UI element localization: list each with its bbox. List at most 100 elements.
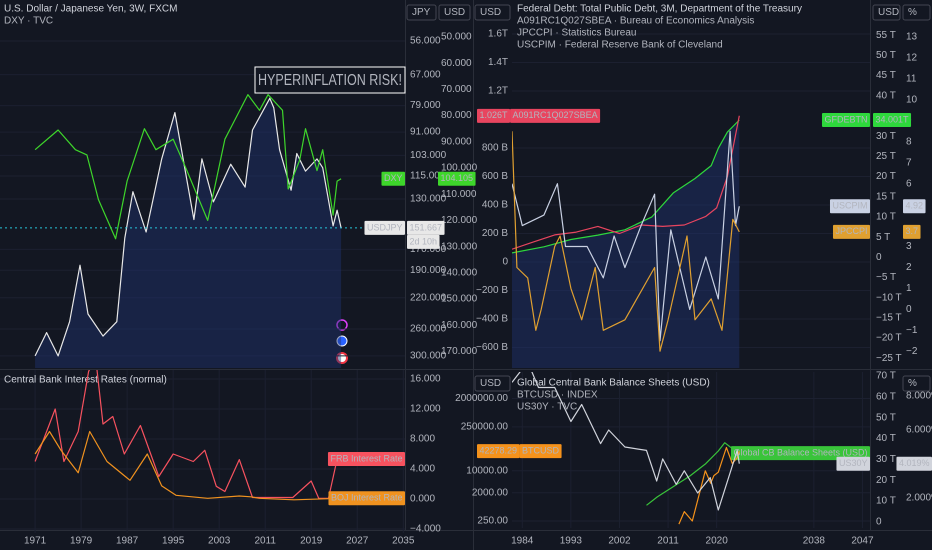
y2-tick-label: 130.000 xyxy=(441,241,478,252)
series-line xyxy=(34,97,342,357)
y3-tick-label: 7 xyxy=(906,157,912,168)
axis-unit-button[interactable] xyxy=(902,375,931,392)
y-tick-label: 2000.00 xyxy=(472,487,509,498)
series-name-tag: BTCUSD xyxy=(522,445,560,455)
event-icon[interactable] xyxy=(336,335,348,347)
value-tag-bg xyxy=(903,199,926,214)
y2-tick-label: 50 T xyxy=(876,50,896,61)
y3-tick-label: 2 xyxy=(906,262,912,273)
y2-tick-label: 20 T xyxy=(876,475,896,486)
y-tick-label: 190.000 xyxy=(410,265,447,276)
value-tag: 42278.29 xyxy=(480,445,518,455)
y-tick-label: 400 B xyxy=(482,200,508,211)
y3-tick-label: 6.000% xyxy=(906,425,932,436)
y-tick-label: 1.4T xyxy=(488,57,508,68)
axis-unit-button[interactable] xyxy=(902,4,931,21)
y2-tick-label: 50.000 xyxy=(441,32,472,43)
y2-tick-label: 0 xyxy=(876,252,882,263)
series-name-tag: FRB Interest Rate xyxy=(330,453,402,463)
y2-tick-label: 10 T xyxy=(876,212,896,223)
series-name-tag-bg xyxy=(510,108,601,123)
axis-unit-label: USD xyxy=(480,378,501,389)
y-tick-label: 260.000 xyxy=(410,324,447,335)
y-tick-label: 1.6T xyxy=(488,29,508,40)
series-name-tag: Global CB Balance Sheets (USD) xyxy=(733,448,867,458)
series-line xyxy=(34,430,342,501)
x-tick-label: 2035 xyxy=(392,536,415,547)
chart-title: U.S. Dollar / Japanese Yen, 3W, FXCM xyxy=(4,4,177,15)
chart-subtitle: JPCCPI · Statistics Bureau xyxy=(517,28,636,39)
axis-unit-button[interactable] xyxy=(438,4,471,21)
y-tick-label: 16.000 xyxy=(410,374,441,385)
x-tick-label: 2011 xyxy=(254,536,276,547)
y-tick-label: 0.000 xyxy=(410,494,435,505)
value-tag: 1.026T xyxy=(480,110,509,120)
y-tick-label: 800 B xyxy=(482,143,508,154)
y-tick-label: −600 B xyxy=(476,342,508,353)
x-tick-label: 1987 xyxy=(116,536,139,547)
y2-tick-label: 160.000 xyxy=(441,320,478,331)
countdown-tag: 2d 10h xyxy=(410,236,438,246)
value-tag: 4.019% xyxy=(899,458,930,468)
y-tick-label: 10000.00 xyxy=(466,465,508,476)
series-name-tag: USCPIM xyxy=(832,201,867,211)
axis-unit-label: USD xyxy=(480,7,501,18)
series-line xyxy=(512,119,740,254)
countdown-tag-bg xyxy=(407,234,440,249)
x-tick-label: 2019 xyxy=(300,536,323,547)
y2-tick-label: 80.000 xyxy=(441,110,472,121)
chart-subtitle: USCPIM · Federal Reserve Bank of Clevela… xyxy=(517,40,723,51)
y2-tick-label: 170.000 xyxy=(441,346,478,357)
series-line xyxy=(646,442,740,506)
series-area xyxy=(35,98,342,368)
y2-tick-label: 140.000 xyxy=(441,267,478,278)
value-tag: 4.92 xyxy=(906,201,924,211)
y2-tick-label: −5 T xyxy=(876,272,896,283)
series-name-tag-bg xyxy=(821,112,870,127)
y2-tick-label: 15 T xyxy=(876,191,896,202)
annotation: HYPERINFLATION RISK! xyxy=(258,72,402,89)
series-area xyxy=(512,120,740,368)
value-tag-bg xyxy=(407,220,445,235)
y-tick-label: 250.00 xyxy=(477,516,508,527)
y-tick-label: 12.000 xyxy=(410,404,441,415)
y2-tick-label: −25 T xyxy=(876,353,902,364)
series-name-tag: JPCCPI xyxy=(835,226,867,236)
series-name-tag: GFDEBTN xyxy=(824,114,867,124)
y2-tick-label: 70 T xyxy=(876,371,896,382)
y-tick-label: 170.000 xyxy=(410,244,447,255)
y-tick-label: −200 B xyxy=(476,285,508,296)
x-tick-label: 2002 xyxy=(608,536,631,547)
y3-tick-label: 11 xyxy=(906,74,917,85)
y3-tick-label: 13 xyxy=(906,32,918,43)
y-tick-label: 200 B xyxy=(482,228,508,239)
axis-unit-button[interactable] xyxy=(406,4,437,21)
value-tag-bg xyxy=(903,224,921,239)
y-tick-label: 91.000 xyxy=(410,127,441,138)
series-name-tag-bg xyxy=(730,446,870,461)
value-tag: 104.105 xyxy=(441,173,474,183)
axis-unit-button[interactable] xyxy=(474,375,511,392)
y2-tick-label: −10 T xyxy=(876,292,902,303)
y3-tick-label: 8.000% xyxy=(906,391,932,402)
series-line xyxy=(512,131,740,352)
series-name-tag-bg xyxy=(364,220,405,235)
y2-tick-label: 150.000 xyxy=(441,294,478,305)
y3-tick-label: −1 xyxy=(906,325,918,336)
axis-unit-button[interactable] xyxy=(474,4,511,21)
y3-tick-label: 12 xyxy=(906,53,918,64)
chart-subtitle: BTCUSD · INDEX xyxy=(517,390,598,401)
event-icon[interactable] xyxy=(336,319,348,331)
series-name-tag-bg xyxy=(829,199,870,214)
series-line xyxy=(512,372,740,511)
y-tick-label: 250000.00 xyxy=(461,422,509,433)
y3-tick-label: 3 xyxy=(906,241,912,252)
axis-unit-button[interactable] xyxy=(872,4,901,21)
x-tick-label: 1995 xyxy=(162,536,185,547)
series-name-tag: USDJPY xyxy=(367,222,403,232)
y-tick-label: −4.000 xyxy=(410,524,441,535)
series-name-tag: DXY xyxy=(384,173,403,183)
series-name-tag: BOJ Interest Rate xyxy=(331,493,403,503)
y-tick-label: −400 B xyxy=(476,314,508,325)
